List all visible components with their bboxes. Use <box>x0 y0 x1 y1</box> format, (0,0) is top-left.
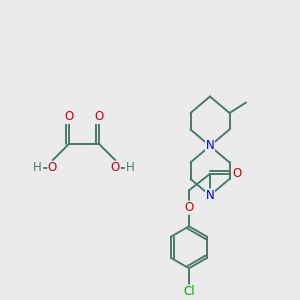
Text: O: O <box>232 167 242 180</box>
Text: O: O <box>111 161 120 174</box>
Text: H: H <box>33 161 42 174</box>
Text: N: N <box>206 189 214 202</box>
Text: O: O <box>48 161 57 174</box>
Text: H: H <box>126 161 135 174</box>
Text: O: O <box>184 201 194 214</box>
Text: O: O <box>94 110 103 123</box>
Text: O: O <box>64 110 74 123</box>
Text: N: N <box>206 140 214 152</box>
Text: Cl: Cl <box>183 285 195 298</box>
